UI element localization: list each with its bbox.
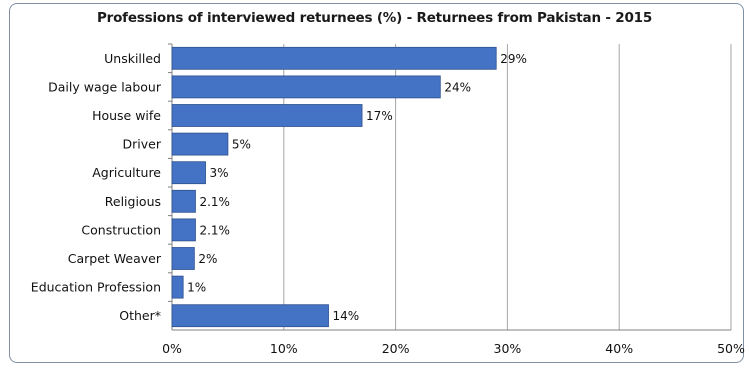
data-label: 3% [210, 166, 229, 180]
category-label: Other* [119, 308, 161, 323]
bar [171, 189, 196, 213]
data-label: 24% [444, 80, 471, 94]
bar [171, 304, 329, 328]
data-label: 29% [500, 52, 527, 66]
category-label: Agriculture [92, 165, 161, 180]
category-label: Driver [123, 137, 162, 152]
bar [171, 218, 196, 242]
bar [171, 275, 184, 299]
bar [171, 161, 206, 185]
x-tick-label: 10% [270, 341, 298, 356]
category-label: Carpet Weaver [68, 251, 162, 266]
bar [171, 75, 441, 99]
x-tick-label: 20% [382, 341, 410, 356]
category-label: Construction [81, 222, 161, 237]
data-label: 17% [366, 109, 393, 123]
category-label: Daily wage labour [48, 79, 162, 94]
category-label: Unskilled [104, 51, 161, 66]
data-label: 5% [232, 138, 251, 152]
bar [171, 46, 497, 70]
x-tick-label: 50% [717, 341, 745, 356]
data-label: 14% [333, 309, 360, 323]
data-label: 2% [198, 252, 217, 266]
data-label: 1% [187, 281, 206, 295]
bar [171, 132, 229, 156]
bar [171, 247, 195, 270]
chart-title: Professions of interviewed returnees (%)… [96, 10, 653, 26]
x-tick-label: 40% [605, 341, 633, 356]
category-label: Education Profession [31, 280, 161, 295]
bar [171, 104, 363, 127]
data-label: 2.1% [199, 195, 230, 209]
x-tick-label: 30% [494, 341, 522, 356]
category-label: Religious [105, 194, 161, 209]
data-label: 2.1% [199, 223, 230, 237]
category-label: House wife [92, 108, 161, 123]
x-tick-label: 0% [162, 341, 182, 356]
